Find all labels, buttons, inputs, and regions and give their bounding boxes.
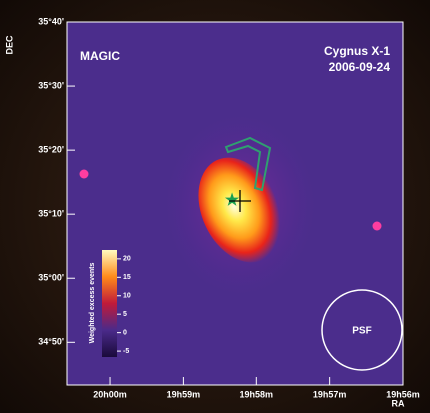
y-tick-label: 35°40' bbox=[38, 16, 64, 26]
colorbar-label: Weighted excess events bbox=[89, 263, 96, 344]
colorbar-tick-label: 10 bbox=[123, 293, 131, 300]
y-tick-label: 35°20' bbox=[38, 145, 64, 155]
colorbar-tick-label: 20 bbox=[123, 256, 131, 263]
x-axis-label: RA bbox=[392, 398, 405, 408]
colorbar bbox=[102, 250, 117, 357]
y-axis-label: DEC bbox=[4, 35, 14, 55]
y-tick-label: 35°10' bbox=[38, 209, 64, 219]
page: {"chart_data": { "type": "skymap", "titl… bbox=[0, 0, 430, 413]
colorbar-tick-label: 5 bbox=[123, 311, 127, 318]
x-tick-label: 19h58m bbox=[240, 389, 274, 399]
x-tick-label: 19h57m bbox=[313, 389, 347, 399]
chart: ★ PSF MAGIC Cygnus X-1 2006-09-24 DEC RA… bbox=[0, 0, 430, 413]
chart-title: MAGIC bbox=[80, 49, 120, 63]
x-tick-label: 19h56m bbox=[386, 389, 420, 399]
source-name: Cygnus X-1 bbox=[324, 44, 390, 58]
x-tick-label: 19h59m bbox=[167, 389, 201, 399]
source-marker bbox=[80, 170, 89, 179]
y-tick-label: 35°00' bbox=[38, 273, 64, 283]
psf-label: PSF bbox=[352, 326, 371, 337]
x-tick-label: 20h00m bbox=[93, 389, 127, 399]
colorbar-tick-label: 15 bbox=[123, 274, 131, 281]
colorbar-tick-label: -5 bbox=[123, 348, 129, 355]
y-tick-label: 35°30' bbox=[38, 80, 64, 90]
date: 2006-09-24 bbox=[329, 60, 391, 74]
y-tick-label: 34°50' bbox=[38, 337, 64, 347]
source-marker bbox=[373, 222, 382, 231]
colorbar-tick-label: 0 bbox=[123, 329, 127, 336]
